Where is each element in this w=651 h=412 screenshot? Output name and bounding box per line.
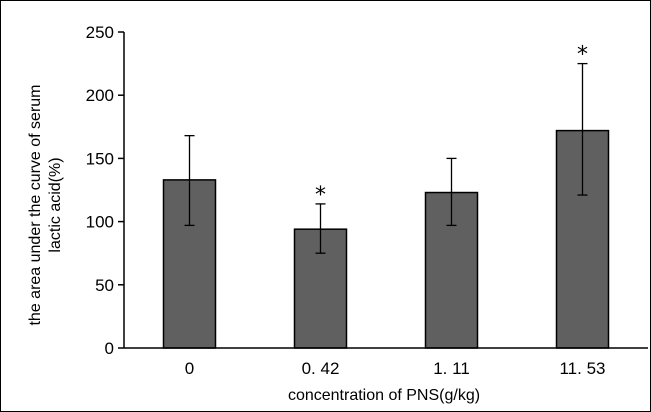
- significance-marker-1: *: [315, 183, 326, 208]
- y-tick-label: 200: [86, 86, 114, 105]
- y-axis-title-line-2: lactic acid(%): [47, 157, 64, 252]
- error-bar-0: [184, 134, 195, 227]
- x-tick-label-1: 0. 42: [302, 359, 340, 378]
- error-bar-2: [446, 157, 457, 227]
- y-tick-label: 250: [86, 23, 114, 42]
- error-bar-1: [315, 203, 326, 254]
- y-ticks-group: 0 50 100 150 200 250: [86, 23, 124, 358]
- x-ticks-group: 0 0. 42 1. 11 11. 53: [185, 359, 606, 378]
- x-tick-label-2: 1. 11: [433, 359, 470, 378]
- y-tick-label: 0: [105, 339, 114, 358]
- y-tick-label: 100: [86, 213, 114, 232]
- error-bars-group: [184, 62, 588, 254]
- y-tick-label: 50: [95, 276, 114, 295]
- error-bar-3: [577, 62, 588, 196]
- y-tick-label: 150: [86, 149, 114, 168]
- bars-group: [162, 129, 610, 349]
- significance-marker-3: *: [577, 43, 588, 68]
- x-tick-label-0: 0: [185, 359, 194, 378]
- x-tick-label-3: 11. 53: [559, 359, 605, 378]
- y-axis-title-line-1: the area under the curve of serum: [27, 84, 44, 325]
- x-axis-title: concentration of PNS(g/kg): [288, 387, 480, 404]
- significance-markers-group: **: [315, 43, 588, 208]
- y-axis-title: the area under the curve of serum lactic…: [27, 84, 64, 325]
- bar-2: [424, 191, 479, 349]
